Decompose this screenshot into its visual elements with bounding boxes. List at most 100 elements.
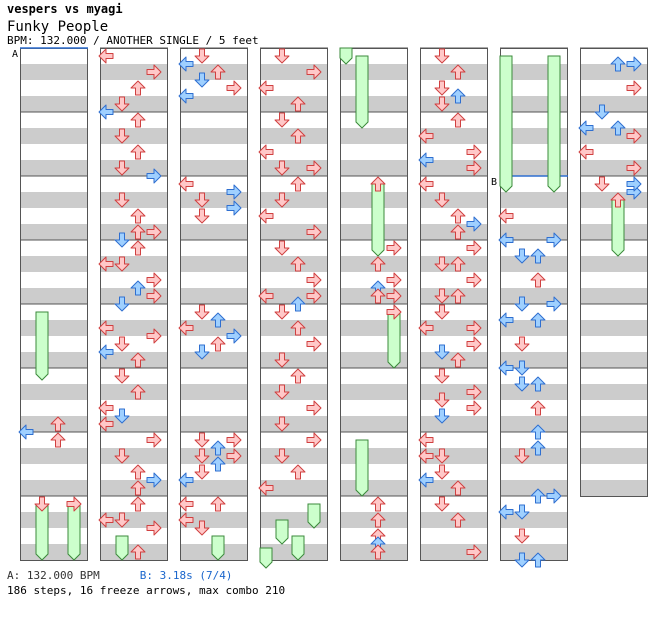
step-arrow-up bbox=[130, 352, 146, 368]
step-arrow-up bbox=[210, 440, 226, 456]
step-arrow-right bbox=[546, 296, 562, 312]
step-arrow-up bbox=[610, 120, 626, 136]
step-arrow-left bbox=[418, 448, 434, 464]
step-arrow-right bbox=[226, 184, 242, 200]
beat-stripe bbox=[580, 448, 648, 464]
step-arrow-up bbox=[290, 368, 306, 384]
step-arrow-left bbox=[578, 144, 594, 160]
freeze-arrow bbox=[355, 439, 369, 497]
step-arrow-right bbox=[626, 160, 642, 176]
beat-stripe bbox=[500, 512, 568, 528]
step-arrow-right bbox=[386, 272, 402, 288]
step-arrow-right bbox=[306, 64, 322, 80]
step-arrow-right bbox=[546, 488, 562, 504]
beat-stripe bbox=[100, 448, 168, 464]
step-arrow-up bbox=[610, 192, 626, 208]
beat-stripe bbox=[180, 192, 248, 208]
step-arrow-left bbox=[98, 320, 114, 336]
step-arrow-down bbox=[274, 448, 290, 464]
step-arrow-up bbox=[450, 112, 466, 128]
beat-stripe bbox=[580, 160, 648, 176]
step-arrow-up bbox=[370, 256, 386, 272]
step-arrow-up bbox=[290, 464, 306, 480]
freeze-arrow bbox=[259, 547, 273, 569]
step-arrow-up bbox=[130, 80, 146, 96]
beat-stripe bbox=[580, 256, 648, 272]
freeze-arrow bbox=[355, 55, 369, 129]
step-arrow-down bbox=[194, 520, 210, 536]
step-arrow-left bbox=[418, 176, 434, 192]
step-arrow-right bbox=[226, 80, 242, 96]
beat-stripe bbox=[260, 416, 328, 432]
step-arrow-right bbox=[466, 544, 482, 560]
beat-stripe bbox=[20, 64, 88, 80]
step-arrow-up bbox=[530, 272, 546, 288]
step-arrow-up bbox=[210, 64, 226, 80]
beat-stripe bbox=[20, 384, 88, 400]
step-arrow-down bbox=[114, 448, 130, 464]
step-arrow-right bbox=[386, 288, 402, 304]
step-arrow-up bbox=[130, 224, 146, 240]
beat-stripe bbox=[180, 416, 248, 432]
step-arrow-down bbox=[114, 256, 130, 272]
freeze-arrow bbox=[275, 519, 289, 545]
step-arrow-right bbox=[626, 80, 642, 96]
bpm-b-label: B: 3.18s (7/4) bbox=[139, 569, 233, 582]
step-arrow-up bbox=[450, 352, 466, 368]
step-arrow-up bbox=[530, 248, 546, 264]
beat-stripe bbox=[180, 288, 248, 304]
step-arrow-down bbox=[434, 448, 450, 464]
beat-stripe bbox=[180, 480, 248, 496]
step-arrow-up bbox=[530, 552, 546, 568]
step-arrow-up bbox=[130, 208, 146, 224]
freeze-arrow bbox=[35, 311, 49, 381]
beat-stripe bbox=[180, 448, 248, 464]
step-arrow-up bbox=[290, 320, 306, 336]
beat-stripe bbox=[180, 96, 248, 112]
step-arrow-down bbox=[514, 360, 530, 376]
beat-stripe bbox=[180, 352, 248, 368]
beat-stripe bbox=[100, 128, 168, 144]
beat-stripe bbox=[100, 64, 168, 80]
step-arrow-down bbox=[274, 112, 290, 128]
step-arrow-down bbox=[514, 552, 530, 568]
beat-stripe bbox=[260, 448, 328, 464]
freeze-arrow bbox=[611, 199, 625, 257]
beat-stripe bbox=[500, 544, 568, 560]
step-arrow-down bbox=[194, 208, 210, 224]
beat-stripe bbox=[20, 448, 88, 464]
step-arrow-down bbox=[194, 432, 210, 448]
beat-stripe bbox=[500, 192, 568, 208]
column-border bbox=[340, 48, 408, 561]
freeze-arrow bbox=[291, 535, 305, 561]
step-arrow-up bbox=[530, 312, 546, 328]
step-arrow-down bbox=[514, 296, 530, 312]
step-arrow-down bbox=[434, 368, 450, 384]
step-arrow-up bbox=[530, 440, 546, 456]
song-name: Funky People bbox=[7, 19, 109, 35]
step-arrow-up bbox=[130, 544, 146, 560]
step-arrow-up bbox=[450, 480, 466, 496]
step-arrow-up bbox=[450, 256, 466, 272]
step-arrow-left bbox=[178, 496, 194, 512]
step-arrow-left bbox=[178, 88, 194, 104]
beat-stripe bbox=[100, 288, 168, 304]
step-arrow-left bbox=[258, 208, 274, 224]
step-arrow-right bbox=[466, 272, 482, 288]
freeze-arrow bbox=[547, 55, 561, 193]
beat-stripe bbox=[340, 384, 408, 400]
column-border bbox=[180, 48, 248, 561]
step-arrow-right bbox=[146, 288, 162, 304]
step-arrow-up bbox=[130, 144, 146, 160]
step-arrow-right bbox=[546, 232, 562, 248]
step-arrow-up bbox=[610, 56, 626, 72]
step-arrow-right bbox=[146, 432, 162, 448]
step-arrow-up bbox=[290, 296, 306, 312]
step-arrow-up bbox=[210, 312, 226, 328]
column-border bbox=[420, 48, 488, 561]
step-arrow-up bbox=[450, 288, 466, 304]
beat-stripe bbox=[20, 256, 88, 272]
freeze-arrow bbox=[35, 503, 49, 561]
beat-stripe bbox=[260, 288, 328, 304]
marker-a: A bbox=[12, 49, 18, 60]
